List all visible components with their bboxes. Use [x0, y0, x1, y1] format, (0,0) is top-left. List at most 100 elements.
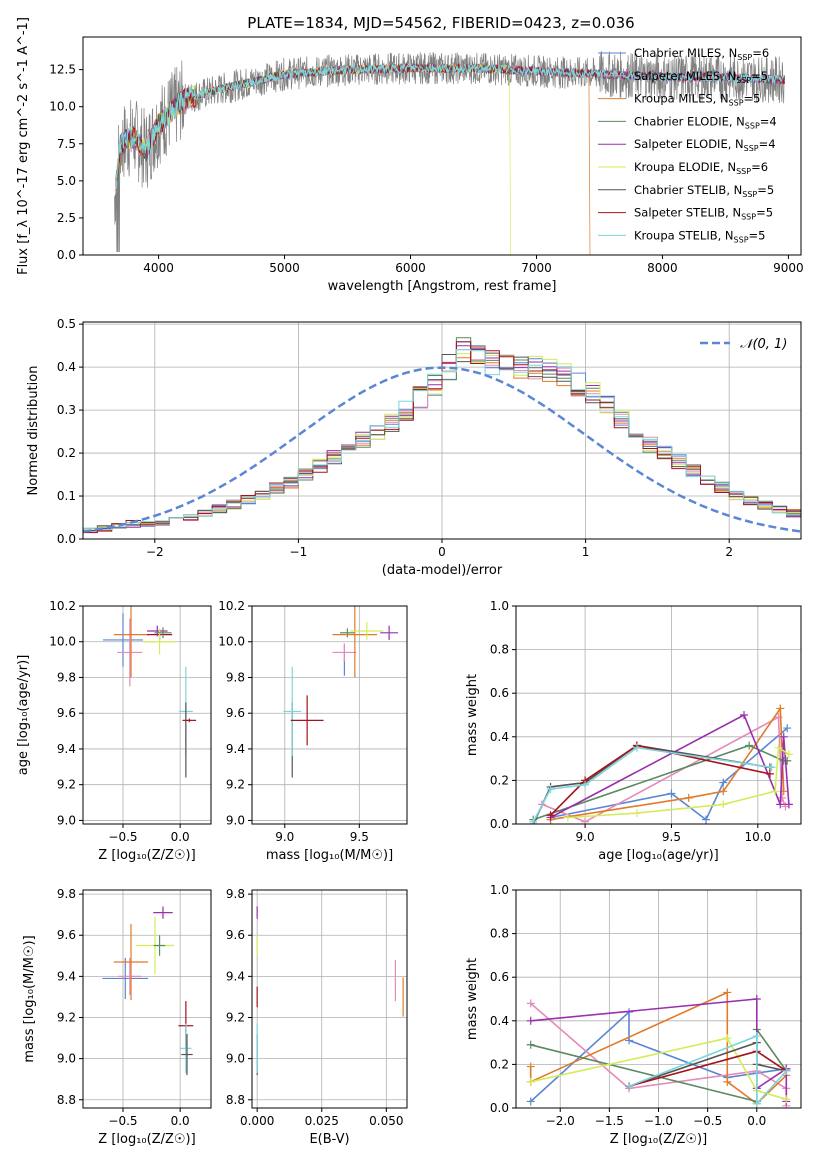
x-tick-label: 5000 — [269, 261, 300, 275]
y-tick-label: 10.2 — [218, 599, 245, 613]
mass-weight-marker — [784, 750, 793, 759]
x-tick-label: 9.0 — [275, 830, 294, 844]
x-tick-label: 8000 — [647, 261, 678, 275]
x-tick-label: 9.5 — [350, 830, 369, 844]
errorbar-point — [185, 702, 187, 778]
y-tick-label: 5.0 — [57, 174, 76, 188]
mass-weight-marker — [774, 743, 783, 752]
legend-entry: Chabrier ELODIE, NSSP=4 — [634, 114, 777, 130]
mass-weight-marker — [581, 780, 590, 789]
legend-entry: 𝒩(0, 1) — [740, 337, 787, 352]
age-vs-Z-y-axis-label: age [log₁₀(age/yr)] — [16, 655, 31, 776]
errorbar-point — [153, 906, 173, 919]
y-tick-label: 8.8 — [57, 1093, 76, 1107]
x-tick-label: 0.0 — [171, 1114, 190, 1128]
errorbar-point — [332, 606, 378, 678]
x-tick-label: 9.5 — [662, 830, 681, 844]
age-vs-mass-panel: 9.0 9.5 9.0 9.2 9.4 9.6 9.8 10.0 10.2 mass [log₁₀… — [218, 599, 408, 863]
y-tick-label: 0.4 — [490, 730, 509, 744]
errorbar-point — [283, 666, 302, 757]
mass-weight-marker — [684, 793, 693, 802]
mass-vs-Z-panel: −0.5 0.0 8.8 9.0 9.2 9.4 9.6 9.8 Z [log₁₀(Z/Z☉)]… — [22, 887, 212, 1147]
errorbar-point — [332, 643, 357, 662]
residuals-legend: 𝒩(0, 1) — [700, 337, 787, 352]
y-tick-label: 12.5 — [49, 63, 76, 77]
mass-weight-marker — [782, 1095, 791, 1104]
mass-weight-marker — [765, 769, 774, 778]
mass-weight-marker — [740, 711, 748, 719]
errorbar-point — [181, 1033, 193, 1076]
legend-entry: Salpeter MILES, NSSP=5 — [634, 69, 768, 85]
mass-weight-vs-age-y-axis-label: mass weight — [465, 674, 480, 756]
mass-weight-vs-Z-plot-area — [526, 988, 791, 1108]
x-tick-label: 0 — [438, 545, 446, 559]
y-tick-label: 1.0 — [490, 883, 509, 897]
mass-weight-vs-Z-x-axis-label: Z [log₁₀(Z/Z☉)] — [610, 1132, 707, 1147]
age-vs-Z-x-axis-label: Z [log₁₀(Z/Z☉)] — [98, 848, 195, 863]
mass-weight-marker — [752, 995, 761, 1003]
mass-weight-vs-Z-panel: −2.0 −1.5 −1.0 −0.5 0.0 0.0 0.2 0.4 0.6 0.8 1.0 Z [… — [465, 883, 802, 1147]
mass-weight-marker — [782, 1066, 791, 1075]
y-tick-label: 9.8 — [57, 670, 76, 684]
x-tick-label: 4000 — [143, 261, 174, 275]
y-tick-label: 9.4 — [226, 742, 245, 756]
x-tick-label: 1 — [582, 545, 590, 559]
mass-weight-line — [530, 1010, 787, 1103]
mass-weight-vs-age-x-axis-label: age [log₁₀(age/yr)] — [598, 848, 719, 863]
spectrum-y-axis-label: Flux [f_λ 10^-17 erg cm^-2 s^-1 A^-1] — [16, 17, 31, 275]
mass-weight-line — [533, 744, 788, 821]
y-tick-label: 9.0 — [226, 1052, 245, 1066]
age-vs-Z-panel: −0.5 0.0 9.0 9.2 9.4 9.6 9.8 10.0 10.2 Z [log₁₀(Z… — [16, 599, 212, 863]
mass-vs-Z-frame — [82, 889, 212, 1109]
residuals-y-axis-label: Normed distribution — [26, 366, 41, 496]
plots-layer: 4000 5000 6000 7000 8000 90000.02.55.07.510.0… — [16, 17, 804, 1147]
mass-weight-marker — [719, 778, 728, 787]
spectrum-plot-area — [114, 50, 785, 255]
y-tick-label: 0.8 — [490, 927, 509, 941]
x-tick-label: −1.0 — [644, 1114, 673, 1128]
x-tick-label: 7000 — [521, 261, 552, 275]
y-tick-label: 0.3 — [57, 403, 76, 417]
mass-weight-marker — [526, 999, 535, 1008]
residuals-plot-area — [83, 337, 801, 534]
y-tick-label: 9.2 — [57, 1011, 76, 1025]
x-tick-label: −2 — [146, 545, 164, 559]
mass-weight-vs-age-panel: 9.0 9.5 10.0 0.0 0.2 0.4 0.6 0.8 1.0 age [log₁₀(a… — [465, 599, 802, 863]
mass-weight-vs-age-plot-area — [529, 704, 793, 824]
spectrum-legend: Chabrier MILES, NSSP=6 Salpeter MILES, NS… — [598, 46, 777, 244]
legend-entry: Kroupa MILES, NSSP=5 — [634, 92, 760, 108]
mass-weight-marker — [719, 787, 728, 796]
mass-weight-marker — [745, 741, 754, 750]
residuals-x-axis-label: (data-model)/error — [382, 563, 503, 578]
x-tick-label: 0.050 — [369, 1114, 403, 1128]
mass-vs-Z-plot-area — [102, 906, 194, 1076]
errorbar-point — [113, 606, 149, 678]
x-tick-label: 10.0 — [744, 830, 771, 844]
mass-weight-vs-age-frame — [515, 605, 802, 825]
y-tick-label: 0.1 — [57, 489, 76, 503]
y-tick-label: 9.0 — [226, 813, 245, 827]
x-tick-label: −1 — [290, 545, 308, 559]
y-tick-label: 10.0 — [218, 635, 245, 649]
x-tick-label: −0.5 — [693, 1114, 722, 1128]
mass-weight-marker — [779, 732, 788, 741]
mass-weight-marker — [526, 1097, 535, 1106]
mass-weight-marker — [667, 789, 676, 798]
y-tick-label: 0.5 — [57, 317, 76, 331]
y-tick-label: 10.0 — [49, 100, 76, 114]
mass-weight-line — [549, 744, 771, 816]
x-tick-label: 2 — [725, 545, 733, 559]
figure-title: PLATE=1834, MJD=54562, FIBERID=0423, z=0… — [247, 14, 634, 32]
spectrum-panel: 4000 5000 6000 7000 8000 9000 0.0 2.5 5.0 7.5 10.0… — [16, 17, 804, 294]
errorbar-point — [153, 935, 166, 956]
mass-weight-marker — [752, 1032, 761, 1041]
errorbar-point — [350, 622, 384, 640]
y-tick-label: 9.4 — [57, 969, 76, 983]
mass-vs-Z-y-axis-label: mass [log₁₀(M/M☉)] — [22, 935, 37, 1062]
residual-histogram — [83, 349, 801, 530]
mass-weight-marker — [526, 1062, 535, 1071]
legend-entry: Chabrier STELIB, NSSP=5 — [634, 183, 774, 199]
y-tick-label: 9.8 — [226, 670, 245, 684]
errorbar-point — [113, 923, 149, 1001]
y-tick-label: 9.6 — [57, 706, 76, 720]
